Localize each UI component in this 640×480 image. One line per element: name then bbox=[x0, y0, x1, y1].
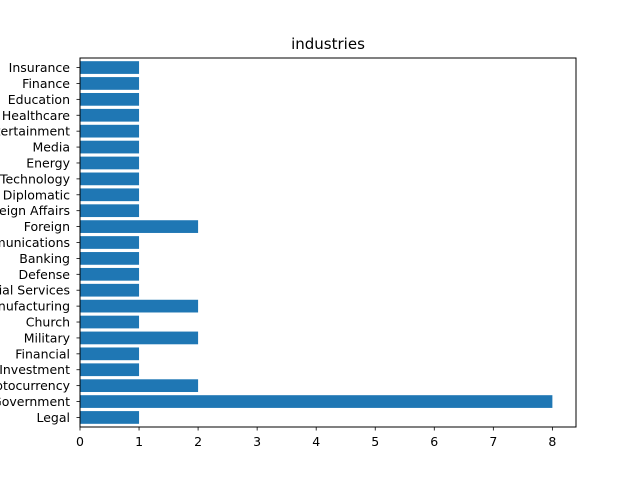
y-tick-label: Church bbox=[26, 315, 70, 330]
y-tick-label: Energy bbox=[26, 155, 70, 170]
y-tick-label: Entertainment bbox=[0, 124, 70, 139]
x-tick-label: 5 bbox=[371, 434, 379, 449]
bar bbox=[80, 140, 140, 154]
bar bbox=[80, 156, 140, 170]
bar bbox=[80, 124, 140, 138]
y-tick-label: Media bbox=[32, 140, 70, 155]
bars-group bbox=[80, 61, 553, 424]
bar bbox=[80, 267, 140, 281]
bar bbox=[80, 252, 140, 265]
y-tick-label: Cryptocurrency bbox=[0, 378, 71, 393]
bar bbox=[80, 395, 553, 408]
x-tick-labels: 0 1 2 3 4 5 6 7 8 bbox=[76, 427, 556, 449]
y-tick-label: Telecommunications bbox=[0, 235, 70, 250]
y-tick-label: Technology bbox=[0, 171, 71, 186]
x-tick-label: 1 bbox=[135, 434, 143, 449]
bar bbox=[80, 172, 140, 186]
y-tick-label: Foreign Affairs bbox=[0, 203, 70, 218]
bar bbox=[80, 108, 140, 122]
y-tick-label: Foreign bbox=[24, 219, 70, 234]
bar bbox=[80, 283, 140, 297]
y-tick-labels: LegalGovernmentCryptocurrencyInvestmentF… bbox=[0, 60, 80, 425]
x-tick-label: 2 bbox=[194, 434, 202, 449]
y-tick-label: Education bbox=[8, 92, 70, 107]
x-tick-label: 7 bbox=[489, 434, 497, 449]
bar bbox=[80, 61, 140, 74]
y-tick-label: Government bbox=[0, 394, 70, 409]
plot-frame bbox=[79, 57, 577, 428]
y-tick-label: Finance bbox=[22, 76, 70, 91]
y-tick-label: Military bbox=[24, 330, 71, 345]
y-tick-label: Manufacturing bbox=[0, 299, 70, 314]
bar bbox=[80, 220, 199, 233]
bar bbox=[80, 347, 140, 361]
chart-title: industries bbox=[291, 35, 365, 53]
y-tick-label: Financial bbox=[15, 346, 70, 361]
bar bbox=[80, 188, 140, 202]
x-tick-label: 6 bbox=[430, 434, 438, 449]
y-tick-label: Legal bbox=[36, 410, 70, 425]
bar bbox=[80, 77, 140, 90]
bar bbox=[80, 411, 140, 424]
y-tick-label: Diplomatic bbox=[3, 187, 70, 202]
bar bbox=[80, 379, 199, 393]
y-tick-label: Healthcare bbox=[2, 108, 70, 123]
bar bbox=[80, 315, 140, 329]
x-tick-label: 3 bbox=[253, 434, 261, 449]
y-tick-label: Insurance bbox=[9, 60, 71, 75]
bar bbox=[80, 92, 140, 106]
bar bbox=[80, 204, 140, 218]
x-tick-label: 8 bbox=[548, 434, 556, 449]
y-tick-label: Defense bbox=[18, 267, 70, 282]
x-tick-label: 0 bbox=[76, 434, 84, 449]
x-tick-label: 4 bbox=[312, 434, 320, 449]
bar bbox=[80, 299, 199, 313]
bar bbox=[80, 331, 199, 345]
y-tick-label: Investment bbox=[0, 362, 70, 377]
y-tick-label: Banking bbox=[19, 251, 70, 266]
bar bbox=[80, 363, 140, 377]
y-tick-label: Financial Services bbox=[0, 283, 70, 298]
bar bbox=[80, 236, 140, 249]
